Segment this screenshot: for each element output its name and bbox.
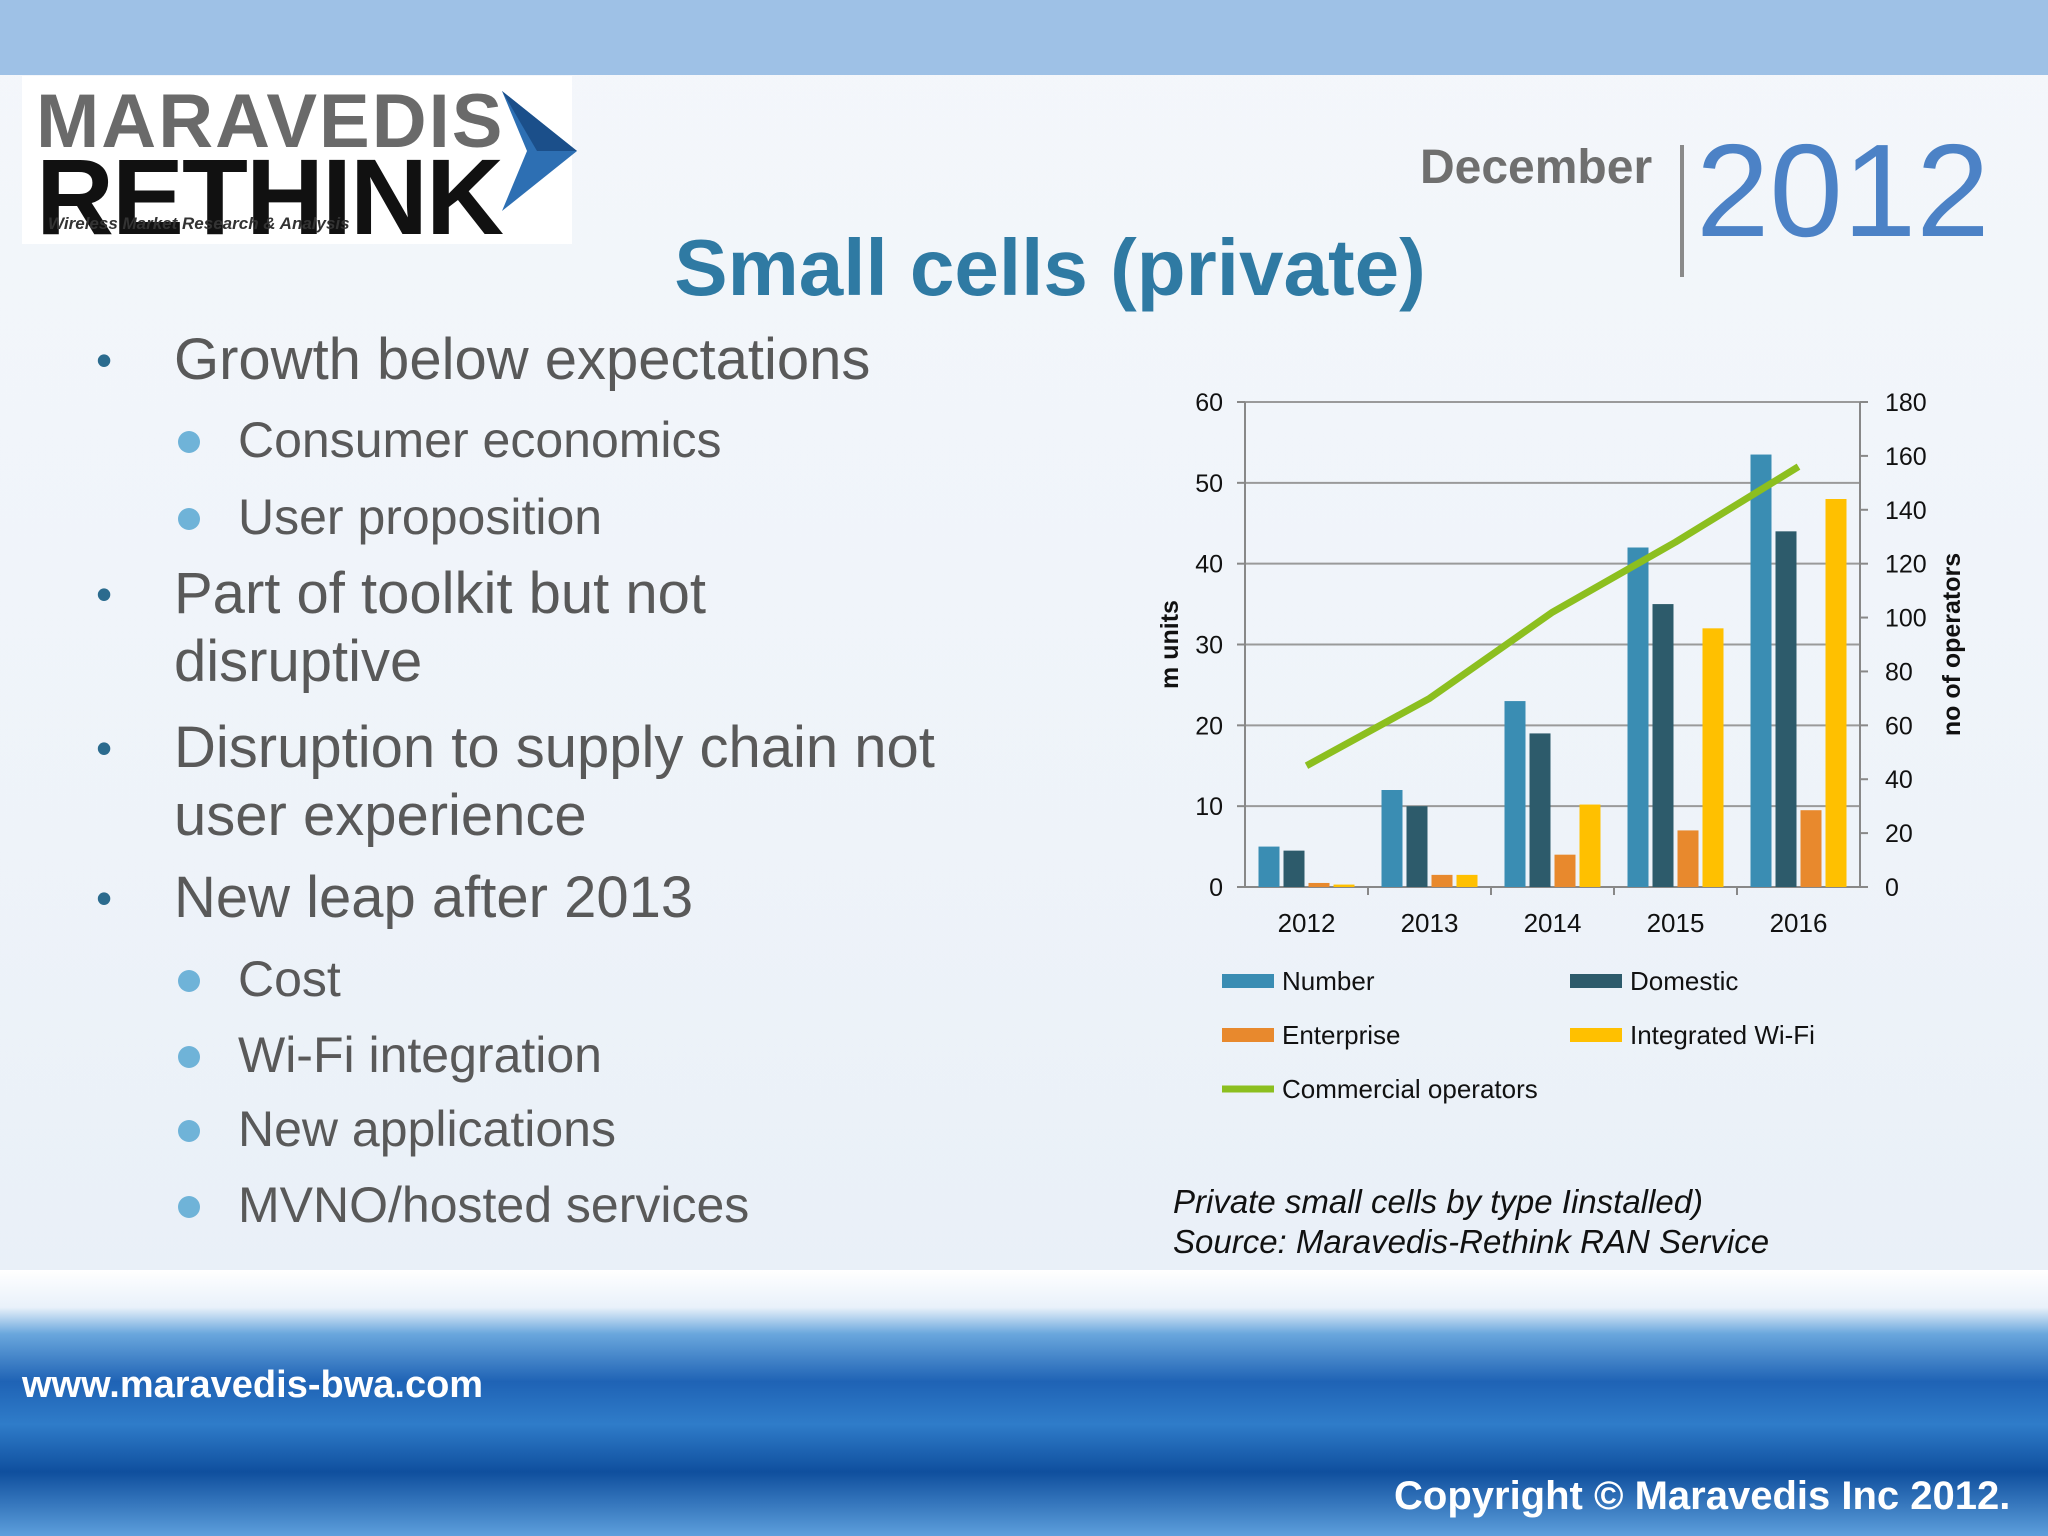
bar-integrated-wi-fi — [1333, 884, 1355, 887]
bullet-text: Disruption to supply chain not user expe… — [174, 715, 935, 848]
footer-banner — [0, 1270, 2048, 1536]
x-tick-label: 2012 — [1278, 908, 1336, 938]
bullet-dot-icon: • — [96, 872, 113, 924]
bar-integrated-wi-fi — [1702, 628, 1724, 887]
bar-enterprise — [1677, 830, 1699, 887]
sub-bullet-text: MVNO/hosted services — [238, 1177, 750, 1233]
bar-domestic — [1775, 531, 1797, 887]
y-tick-label: 60 — [1195, 389, 1223, 417]
bar-number — [1504, 701, 1526, 887]
sub-bullet-text: New applications — [238, 1101, 616, 1157]
legend-label: Number — [1282, 966, 1375, 996]
bar-integrated-wi-fi — [1825, 499, 1847, 887]
x-tick-label: 2014 — [1524, 908, 1582, 938]
bar-number — [1381, 790, 1403, 887]
bullet-dot-icon: • — [96, 334, 113, 386]
sub-bullet-dot-icon — [178, 970, 200, 992]
legend-swatch — [1222, 974, 1274, 988]
sub-bullet-text: Cost — [238, 951, 341, 1007]
bar-integrated-wi-fi — [1579, 804, 1601, 887]
company-logo: MARAVEDIS RETHINK Wireless Market Resear… — [22, 76, 577, 257]
y-right-tick-label: 0 — [1885, 874, 1899, 902]
bar-domestic — [1529, 733, 1551, 887]
bullet-dot-icon: • — [96, 568, 113, 620]
combo-chart: 0 10 20 30 40 50 60 0 20 40 60 80 100 120 140 160 180 m u… — [1156, 389, 1966, 1104]
sub-bullet-dot-icon — [178, 508, 200, 530]
bullet-text: New leap after 2013 — [174, 865, 694, 930]
date-divider — [1680, 145, 1684, 277]
sub-bullet-text: Consumer economics — [238, 412, 722, 468]
chart-caption: Private small cells by type Iinstalled) … — [1173, 1182, 1769, 1262]
slide-title: Small cells (private) — [674, 223, 1426, 312]
bar-enterprise — [1431, 874, 1453, 887]
bar-domestic — [1652, 604, 1674, 887]
y-right-tick-label: 180 — [1885, 389, 1927, 417]
y-right-tick-label: 120 — [1885, 551, 1927, 579]
y-tick-label: 30 — [1195, 632, 1223, 660]
y-tick-label: 40 — [1195, 551, 1223, 579]
logo-name-bottom: RETHINK — [36, 136, 504, 257]
legend-label: Enterprise — [1282, 1020, 1401, 1050]
bar-enterprise — [1800, 810, 1822, 887]
legend-label: Integrated Wi-Fi — [1630, 1020, 1815, 1050]
y-right-tick-label: 140 — [1885, 497, 1927, 525]
sub-bullet-dot-icon — [178, 1196, 200, 1218]
bar-number — [1750, 454, 1772, 887]
logo-name-top: MARAVEDIS — [36, 79, 505, 164]
line-commercial-operators — [1304, 463, 1801, 769]
sub-bullet-dot-icon — [178, 1046, 200, 1068]
x-tick-label: 2016 — [1770, 908, 1828, 938]
bar-integrated-wi-fi — [1456, 874, 1478, 887]
x-tick-label: 2015 — [1647, 908, 1705, 938]
date-month: December — [1420, 141, 1653, 194]
y-right-tick-label: 80 — [1885, 658, 1913, 686]
bar-number — [1258, 846, 1280, 887]
y-tick-label: 50 — [1195, 470, 1223, 498]
sub-bullet-dot-icon — [178, 431, 200, 453]
date-year: 2012 — [1696, 117, 1990, 264]
y-right-tick-label: 20 — [1885, 820, 1913, 848]
y-axis-title: m units — [1156, 600, 1184, 689]
footer-website-link[interactable]: www.maravedis-bwa.com — [22, 1364, 484, 1406]
y-right-axis-title: no of operators — [1938, 553, 1966, 736]
caption-line-1: Private small cells by type Iinstalled) — [1173, 1183, 1704, 1220]
legend-label: Commercial operators — [1282, 1074, 1538, 1104]
bar-domestic — [1283, 850, 1305, 887]
y-tick-label: 0 — [1209, 874, 1223, 902]
y-tick-label: 20 — [1195, 712, 1223, 740]
top-banner — [0, 0, 2048, 75]
y-right-tick-label: 160 — [1885, 443, 1927, 471]
legend-label: Domestic — [1630, 966, 1738, 996]
bar-domestic — [1406, 806, 1428, 887]
legend-swatch — [1222, 1028, 1274, 1042]
logo-arrow-icon — [502, 91, 577, 211]
y-right-tick-label: 60 — [1885, 712, 1913, 740]
bar-number — [1627, 547, 1649, 887]
logo-tagline: Wireless Market Research & Analysis — [48, 214, 350, 233]
sub-bullet-dot-icon — [178, 1120, 200, 1142]
sub-bullet-text: User proposition — [238, 489, 603, 545]
caption-line-2: Source: Maravedis-Rethink RAN Service — [1173, 1223, 1770, 1260]
legend-swatch — [1570, 1028, 1622, 1042]
legend-swatch — [1570, 974, 1622, 988]
bar-enterprise — [1554, 854, 1576, 887]
sub-bullet-text: Wi-Fi integration — [238, 1027, 602, 1083]
y-right-tick-label: 100 — [1885, 605, 1927, 633]
y-right-tick-label: 40 — [1885, 766, 1913, 794]
footer-copyright: Copyright © Maravedis Inc 2012. — [1394, 1474, 2011, 1518]
y-tick-label: 10 — [1195, 793, 1223, 821]
bullet-text: Growth below expectations — [174, 327, 871, 392]
bar-enterprise — [1308, 882, 1330, 887]
bullet-text: Part of toolkit but not disruptive — [174, 561, 706, 694]
bullet-dot-icon: • — [96, 722, 113, 774]
x-tick-label: 2013 — [1401, 908, 1459, 938]
